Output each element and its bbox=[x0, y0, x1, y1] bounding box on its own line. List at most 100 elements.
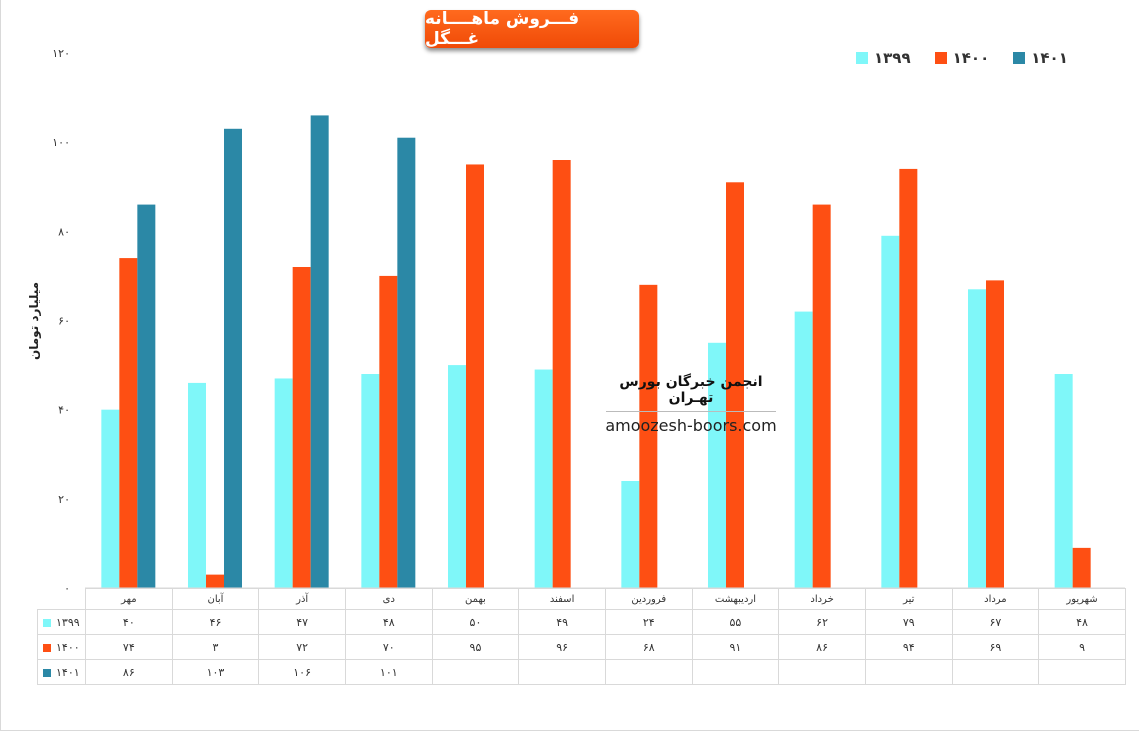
series-name: ۱۴۰۱ bbox=[56, 665, 80, 679]
value-cell: ۶۹ bbox=[951, 634, 1040, 660]
value-cell bbox=[864, 659, 953, 685]
series-swatch bbox=[43, 643, 51, 652]
value-cell: ۶۸ bbox=[604, 634, 693, 660]
series-swatch bbox=[43, 668, 51, 677]
value-cell: ۹۵ bbox=[431, 634, 520, 660]
month-label: مرداد bbox=[951, 588, 1040, 610]
value-cell bbox=[691, 659, 780, 685]
month-label: آبان bbox=[171, 588, 260, 610]
value-cell: ۴۹ bbox=[518, 609, 606, 635]
value-cell: ۸۶ bbox=[778, 634, 866, 660]
chart-title-text: فـــروش ماهــــانه غـــگل bbox=[425, 9, 580, 49]
value-cell: ۶۷ bbox=[951, 609, 1040, 635]
value-cell: ۱۰۳ bbox=[171, 659, 260, 685]
value-cell: ۷۴ bbox=[85, 634, 173, 660]
value-cell: ۷۹ bbox=[864, 609, 953, 635]
month-label: اردیبهشت bbox=[691, 588, 780, 610]
bar-0-9 bbox=[881, 235, 900, 588]
bar-2-1 bbox=[224, 128, 242, 588]
series-name: ۱۳۹۹ bbox=[56, 615, 80, 629]
value-cell: ۷۰ bbox=[344, 634, 433, 660]
bar-0-8 bbox=[794, 311, 813, 588]
y-tick-label: ۲۰ bbox=[58, 493, 70, 506]
value-cell bbox=[518, 659, 606, 685]
value-cell bbox=[778, 659, 866, 685]
legend-item: ۱۴۰۰ bbox=[934, 49, 989, 67]
legend-item: ۱۳۹۹ bbox=[856, 49, 911, 67]
value-cell: ۸۶ bbox=[85, 659, 173, 685]
series-row-label: ۱۴۰۱ bbox=[37, 659, 86, 685]
value-cell: ۳ bbox=[171, 634, 260, 660]
month-label: اسفند bbox=[518, 588, 606, 610]
chart-title: فـــروش ماهــــانه غـــگل bbox=[425, 9, 639, 49]
value-cell: ۹۴ bbox=[864, 634, 953, 660]
table-corner-cell bbox=[38, 589, 86, 610]
bar-0-5 bbox=[534, 369, 553, 588]
bar-1-2 bbox=[292, 267, 311, 588]
bar-0-6 bbox=[621, 481, 640, 588]
bar-1-9 bbox=[899, 168, 918, 588]
bar-1-8 bbox=[812, 204, 831, 589]
value-cell: ۹۱ bbox=[691, 634, 780, 660]
series-row-label: ۱۳۹۹ bbox=[37, 609, 86, 635]
watermark-divider bbox=[606, 411, 776, 412]
value-cell: ۵۵ bbox=[691, 609, 780, 635]
bar-1-0 bbox=[119, 258, 138, 588]
value-cell: ۶۲ bbox=[778, 609, 866, 635]
legend-swatch bbox=[1013, 52, 1026, 64]
bar-1-1 bbox=[206, 574, 224, 588]
value-cell: ۲۴ bbox=[604, 609, 693, 635]
series-swatch bbox=[43, 618, 51, 627]
bar-1-10 bbox=[986, 280, 1004, 588]
value-cell bbox=[951, 659, 1040, 685]
value-cell: ۴۸ bbox=[344, 609, 433, 635]
y-tick-label: ۴۰ bbox=[58, 404, 70, 417]
y-axis-label: میلیارد تومان bbox=[27, 281, 41, 360]
watermark: انجمن خبرگان بورس تهـران amoozesh-boors.… bbox=[600, 368, 782, 435]
value-cell: ۴۶ bbox=[171, 609, 260, 635]
value-cell: ۱۰۶ bbox=[258, 659, 346, 685]
series-name: ۱۴۰۰ bbox=[56, 640, 80, 654]
month-label: بهمن bbox=[431, 588, 520, 610]
value-cell: ۴۰ bbox=[85, 609, 173, 635]
value-cell: ۹۶ bbox=[518, 634, 606, 660]
month-label: فروردین bbox=[604, 588, 693, 610]
table-row: ۱۴۰۰ ۷۴ ۳ ۷۲ ۷۰ ۹۵ ۹۶ ۶۸ ۹۱ ۸۶ ۹۴ ۶۹ ۹ bbox=[37, 634, 1126, 660]
bar-1-6 bbox=[639, 284, 658, 588]
value-cell: ۷۲ bbox=[258, 634, 346, 660]
bar-0-4 bbox=[448, 365, 466, 588]
value-cell: ۹ bbox=[1038, 634, 1126, 660]
bar-1-11 bbox=[1072, 547, 1091, 588]
month-label: تیر bbox=[864, 588, 953, 610]
month-label: دی bbox=[344, 588, 433, 610]
bar-1-7 bbox=[726, 182, 744, 588]
month-label: آذر bbox=[258, 588, 346, 610]
legend: ۱۳۹۹ ۱۴۰۰ ۱۴۰۱ bbox=[856, 46, 1068, 70]
table-row: ۱۳۹۹ ۴۰ ۴۶ ۴۷ ۴۸ ۵۰ ۴۹ ۲۴ ۵۵ ۶۲ ۷۹ ۶۷ ۴۸ bbox=[37, 609, 1126, 635]
value-cell bbox=[431, 659, 520, 685]
bar-1-5 bbox=[552, 160, 571, 588]
bar-0-1 bbox=[188, 382, 206, 588]
bar-0-7 bbox=[708, 342, 726, 588]
y-tick-label: ۱۰۰ bbox=[52, 136, 70, 149]
bar-0-10 bbox=[968, 289, 986, 588]
bar-2-2 bbox=[310, 115, 329, 589]
month-label: شهریور bbox=[1038, 588, 1126, 610]
legend-item: ۱۴۰۱ bbox=[1013, 49, 1068, 67]
bar-0-3 bbox=[361, 374, 380, 588]
data-table: مهر آبان آذر دی بهمن اسفند فروردین اردیبهشت خردا… bbox=[37, 588, 1126, 685]
series-row-label: ۱۴۰۰ bbox=[37, 634, 86, 660]
legend-swatch bbox=[934, 52, 947, 64]
legend-label: ۱۳۹۹ bbox=[874, 49, 911, 67]
bar-2-3 bbox=[397, 137, 416, 589]
bar-1-4 bbox=[466, 164, 484, 589]
y-tick-label: ۰ bbox=[64, 582, 70, 595]
value-cell: ۴۷ bbox=[258, 609, 346, 635]
value-cell bbox=[1038, 659, 1126, 685]
watermark-title: انجمن خبرگان بورس تهـران bbox=[619, 374, 763, 406]
legend-swatch bbox=[856, 52, 868, 64]
y-tick-label: ۶۰ bbox=[58, 315, 70, 328]
bar-1-3 bbox=[379, 275, 398, 588]
bar-0-11 bbox=[1054, 374, 1073, 588]
